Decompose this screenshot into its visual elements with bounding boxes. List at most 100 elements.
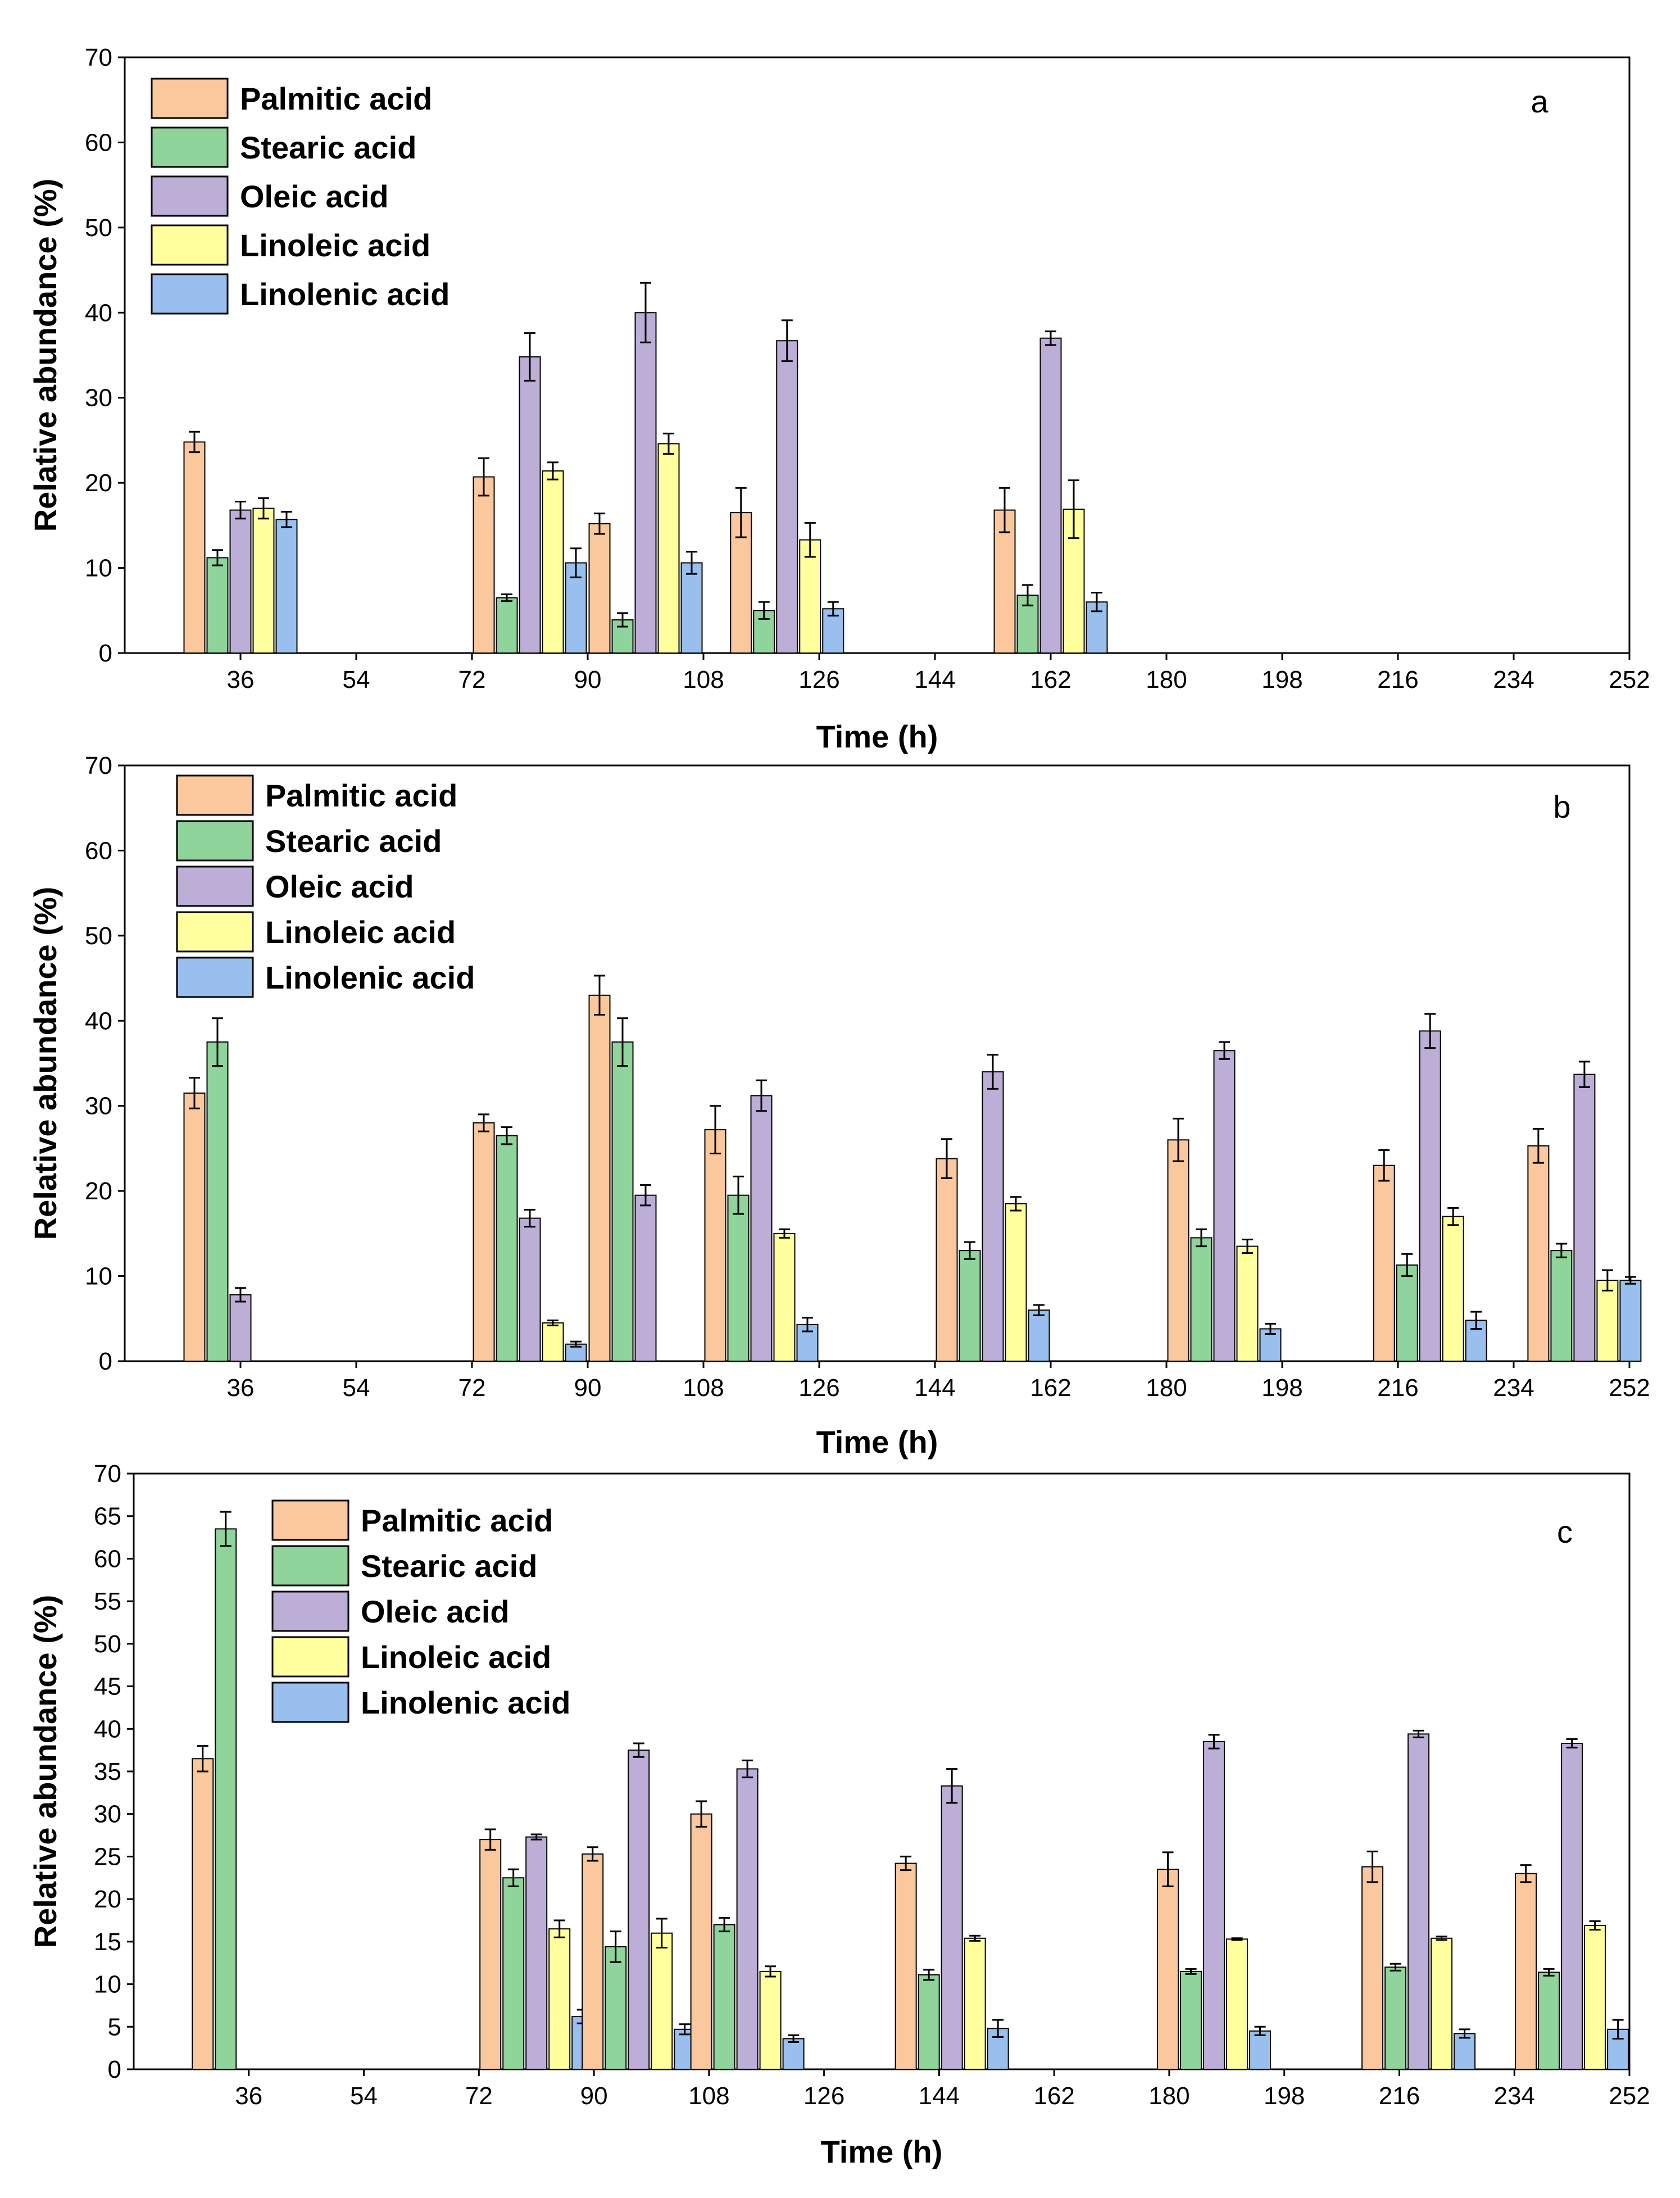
legend-label-linolenic-acid: Linolenic acid [361, 1685, 570, 1720]
bar-linolenic-acid [1454, 2033, 1476, 2070]
error-bar-palmitic-acid [999, 487, 1010, 533]
y-tick-label: 30 [85, 384, 112, 412]
error-bar-oleic-acid [235, 500, 246, 520]
error-bar-linolenic-acid [1265, 1322, 1276, 1335]
error-bar-stearic-acid [733, 1175, 744, 1215]
x-tick-label: 144 [914, 666, 955, 694]
error-bar-stearic-acid [617, 612, 628, 628]
bar-oleic-acid [634, 312, 657, 654]
bar-linolenic-acid [680, 562, 703, 654]
error-bar-palmitic-acid [1520, 1864, 1532, 1883]
error-bar-linoleic-acid [779, 1228, 790, 1239]
error-bar-linolenic-acid [1254, 2025, 1266, 2036]
error-bar-linolenic-acid [1470, 1311, 1482, 1330]
error-bar-oleic-acid [235, 1287, 246, 1303]
y-tick-label: 10 [85, 1263, 112, 1290]
y-tick-label: 65 [94, 1503, 121, 1530]
bar-linoleic-acid [1431, 1937, 1453, 2070]
error-bar-palmitic-acid [1162, 1851, 1174, 1887]
legend-label-oleic-acid: Oleic acid [240, 179, 389, 214]
panel-c: 0 5 10 15 20 25 30 35 40 45 50 55 60 65 70 36 54 72 90 108 1… [28, 1460, 1650, 2169]
error-bar-oleic-acid [946, 1768, 958, 1804]
x-tick-label: 198 [1261, 666, 1302, 694]
y-tick-label: 40 [85, 1007, 112, 1035]
bar-stearic-acid [1180, 1970, 1202, 2070]
bar-stearic-acid [215, 1528, 237, 2070]
bar-palmitic-acid [1527, 1145, 1550, 1362]
x-tick-label: 36 [227, 1374, 255, 1402]
error-bar-linoleic-acid [547, 461, 559, 481]
y-tick-label: 70 [85, 44, 112, 71]
y-tick-label: 70 [94, 1460, 121, 1488]
bar-oleic-acid [229, 509, 252, 654]
legend-label-linoleic-acid: Linoleic acid [361, 1639, 551, 1675]
bar-linolenic-acid [1619, 1280, 1642, 1362]
error-bar-palmitic-acid [900, 1855, 912, 1871]
y-tick-label: 20 [85, 469, 112, 497]
error-bar-stearic-acid [220, 1511, 231, 1547]
error-bar-stearic-acid [212, 549, 223, 567]
legend-swatch-oleic-acid [271, 1590, 349, 1632]
x-tick-label: 54 [350, 2082, 378, 2110]
error-bar-linoleic-acid [765, 1965, 777, 1978]
x-tick-label: 36 [235, 2082, 262, 2110]
x-tick-label: 216 [1377, 1374, 1418, 1402]
legend-label-stearic-acid: Stearic acid [361, 1548, 537, 1584]
y-axis-title: Relative abundance (%) [28, 887, 63, 1240]
x-tick-label: 144 [914, 1374, 955, 1402]
error-bar-oleic-acid [1566, 1738, 1578, 1749]
bar-linoleic-acid [1442, 1216, 1464, 1362]
legend-swatch-linolenic-acid [176, 957, 254, 998]
x-tick-label: 72 [465, 2082, 493, 2110]
bar-linolenic-acid [565, 1343, 587, 1362]
x-tick-label: 216 [1377, 666, 1418, 694]
error-bar-palmitic-acid [587, 1846, 598, 1862]
bar-palmitic-acid [1515, 1873, 1537, 2070]
bar-oleic-acid [982, 1071, 1004, 1362]
bar-palmitic-acid [183, 1093, 206, 1362]
x-tick-label: 234 [1493, 666, 1534, 694]
plot-frame [124, 56, 1631, 654]
error-bar-oleic-acid [1413, 1729, 1424, 1738]
error-bar-linolenic-acid [1459, 2028, 1470, 2039]
bar-palmitic-acid [895, 1862, 917, 2070]
error-bar-linolenic-acid [570, 547, 582, 578]
bar-oleic-acid [1407, 1733, 1430, 2070]
error-bar-linolenic-acid [1624, 1276, 1636, 1285]
error-bar-stearic-acid [923, 1969, 935, 1981]
x-axis-title: Time (h) [821, 2134, 943, 2169]
bar-stearic-acid [713, 1924, 735, 2070]
x-tick-label: 252 [1609, 666, 1650, 694]
legend-label-oleic-acid: Oleic acid [265, 869, 414, 904]
error-bar-stearic-acid [758, 601, 770, 620]
bar-linoleic-acid [657, 443, 680, 654]
error-bar-oleic-acid [1578, 1061, 1590, 1088]
x-tick-label: 144 [919, 2082, 960, 2110]
y-tick-label: 30 [94, 1801, 121, 1828]
x-tick-label: 126 [798, 666, 839, 694]
x-axis-title: Time (h) [816, 719, 938, 754]
x-tick-label: 180 [1146, 1374, 1187, 1402]
error-bar-stearic-acid [501, 593, 512, 602]
error-bar-linolenic-acid [679, 2023, 691, 2036]
bar-stearic-acid [959, 1250, 981, 1362]
bar-linolenic-acid [275, 519, 298, 654]
error-bar-oleic-acid [781, 319, 793, 362]
plot-frame [124, 764, 1631, 1362]
panel-letter: a [1531, 84, 1549, 119]
x-tick-label: 198 [1261, 1374, 1302, 1402]
bar-oleic-acid [776, 340, 798, 654]
error-bar-linolenic-acid [802, 1317, 813, 1333]
y-tick-label: 10 [94, 1971, 121, 1998]
legend-swatch-palmitic-acid [176, 774, 254, 816]
x-tick-label: 36 [227, 666, 255, 694]
y-tick-label: 50 [85, 214, 112, 242]
error-bar-linolenic-acid [686, 551, 697, 575]
error-bar-stearic-acid [1196, 1228, 1207, 1248]
bar-oleic-acid [1213, 1050, 1236, 1362]
legend-swatch-linoleic-acid [176, 911, 254, 953]
error-bar-palmitic-acid [1532, 1128, 1544, 1164]
bar-linoleic-acid [799, 539, 821, 654]
legend-label-linolenic-acid: Linolenic acid [265, 960, 475, 995]
bar-stearic-acid [1384, 1966, 1407, 2070]
